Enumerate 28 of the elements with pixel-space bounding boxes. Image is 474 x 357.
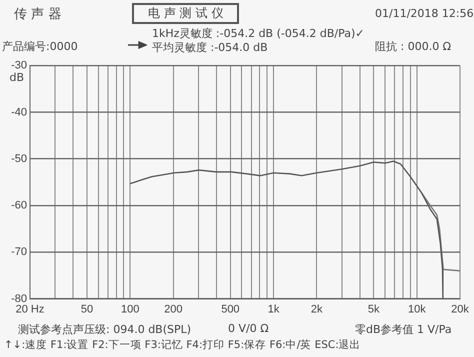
- y-tick-label: -40: [11, 106, 27, 118]
- text: 01/11/2018 12:56: [375, 7, 474, 20]
- text: 零dB参考值 1 V/Pa: [355, 322, 452, 337]
- x-tick-label: 200: [164, 303, 183, 316]
- x-tick-label: 500: [221, 303, 240, 316]
- x-tick-label: 20 Hz: [16, 303, 44, 316]
- text: ↑↓:速度 F1:设置 F2:下一项 F3:记忆 F4:打印 F5:保存 F6:中/英 ESC:退出: [4, 338, 361, 352]
- y-tick-label: -80: [11, 292, 27, 305]
- y-tick-label: -60: [11, 200, 27, 212]
- text: 产品编号:0000: [2, 39, 78, 54]
- x-tick-label: 50: [80, 303, 94, 316]
- text: 阻抗 : 000.0 Ω: [375, 39, 452, 54]
- y-axis-title: dB: [9, 70, 24, 84]
- chart-subtitle: 传 声 器: [14, 6, 62, 23]
- text: 0 V/0 Ω: [228, 322, 269, 335]
- x-tick-label: 5k: [368, 303, 380, 316]
- y-tick-label: -30: [11, 60, 27, 72]
- x-tick-label: 20k: [451, 303, 470, 316]
- x-tick-label: 1k: [268, 303, 280, 316]
- y-tick-label: -50: [11, 152, 27, 165]
- text: 1kHz灵敏度 :-054.2 dB (-054.2 dB/Pa)✓: [152, 26, 364, 41]
- text: 测试参考点声压级: 094.0 dB(SPL): [18, 322, 192, 337]
- x-tick-label: 100: [121, 303, 140, 316]
- chart-title: 电 声 测 试 仪: [132, 3, 240, 24]
- text: 平均灵敏度 :-054.0 dB: [152, 40, 268, 55]
- x-tick-label: 10k: [408, 303, 426, 316]
- x-tick-label: 2k: [310, 303, 323, 316]
- y-tick-label: -70: [11, 246, 27, 258]
